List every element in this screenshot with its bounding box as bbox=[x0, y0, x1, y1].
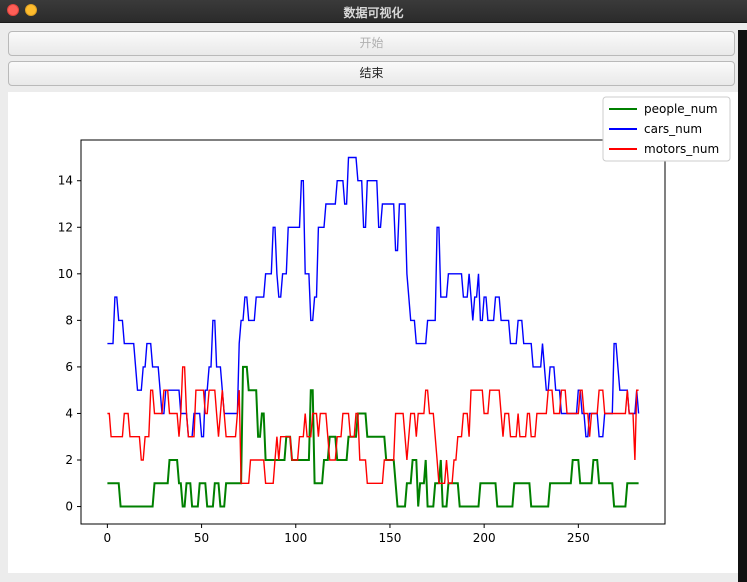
title-bar: 数据可视化 bbox=[0, 0, 747, 23]
y-axis-ticks: 0 2 4 6 8 10 12 14 bbox=[58, 174, 81, 514]
y-tick-label: 12 bbox=[58, 220, 73, 234]
legend-label-people_num: people_num bbox=[644, 102, 718, 116]
series-layer bbox=[107, 156, 640, 508]
legend-label-motors_num: motors_num bbox=[644, 142, 719, 156]
y-tick-label: 10 bbox=[58, 267, 73, 281]
x-tick-label: 0 bbox=[104, 531, 112, 545]
series-line-motors_num bbox=[107, 366, 639, 484]
scrollbar-edge bbox=[738, 30, 747, 582]
legend-box bbox=[602, 96, 731, 162]
y-tick-label: 8 bbox=[65, 313, 73, 327]
plot-frame bbox=[80, 139, 666, 525]
y-tick-label: 14 bbox=[58, 174, 73, 188]
legend-label-cars_num: cars_num bbox=[644, 122, 702, 136]
x-tick-label: 100 bbox=[284, 531, 307, 545]
window-close-button[interactable] bbox=[7, 4, 19, 16]
y-tick-label: 2 bbox=[65, 453, 73, 467]
x-tick-label: 200 bbox=[473, 531, 496, 545]
y-tick-label: 4 bbox=[65, 406, 73, 420]
legend: people_num cars_num motors_num bbox=[602, 96, 731, 162]
series-line-people_num bbox=[107, 365, 639, 508]
x-tick-label: 150 bbox=[379, 531, 402, 545]
window-title: 数据可视化 bbox=[343, 6, 404, 20]
stop-button[interactable]: 结束 bbox=[8, 61, 735, 86]
x-axis-ticks: 0 50 100 150 200 250 bbox=[104, 524, 590, 545]
start-button[interactable]: 开始 bbox=[8, 31, 735, 56]
x-tick-label: 250 bbox=[567, 531, 590, 545]
plot-canvas: 0 50 100 150 200 250 0 2 4 6 8 10 12 14 people_num ca… bbox=[8, 92, 738, 573]
series-line-cars_num bbox=[107, 156, 640, 438]
line-chart: 0 50 100 150 200 250 0 2 4 6 8 10 12 14 people_numca… bbox=[58, 96, 731, 545]
y-tick-label: 6 bbox=[65, 360, 73, 374]
x-tick-label: 50 bbox=[194, 531, 209, 545]
y-tick-label: 0 bbox=[65, 500, 73, 514]
window-minimize-button[interactable] bbox=[25, 4, 37, 16]
